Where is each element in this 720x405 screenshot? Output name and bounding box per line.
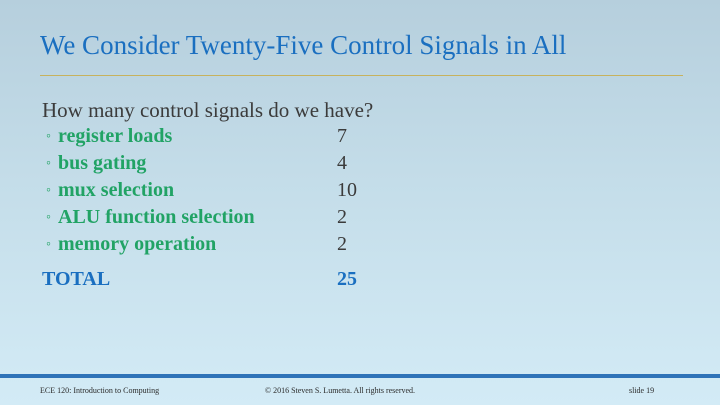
item-label: mux selection — [58, 179, 175, 201]
item-value: 4 — [337, 152, 347, 174]
list-item-register-loads: ◦ register loads 7 — [0, 125, 400, 151]
total-value: 25 — [337, 268, 357, 290]
bullet-icon: ◦ — [46, 210, 51, 225]
item-label: ALU function selection — [58, 206, 255, 228]
footer-copyright: © 2016 Steven S. Lumetta. All rights res… — [265, 386, 416, 395]
question-text: How many control signals do we have? — [42, 98, 374, 122]
bullet-icon: ◦ — [46, 129, 51, 144]
item-label: register loads — [58, 125, 173, 147]
footer-bar — [0, 374, 720, 378]
item-value: 2 — [337, 233, 347, 255]
bullet-icon: ◦ — [46, 183, 51, 198]
list-item-mux-selection: ◦ mux selection 10 — [0, 179, 400, 205]
slide-title: We Consider Twenty-Five Control Signals … — [40, 30, 567, 60]
item-label: bus gating — [58, 152, 147, 174]
footer-course: ECE 120: Introduction to Computing — [40, 386, 160, 395]
list-item-bus-gating: ◦ bus gating 4 — [0, 152, 400, 178]
list-item-memory-operation: ◦ memory operation 2 — [0, 233, 400, 259]
bullet-icon: ◦ — [46, 156, 51, 171]
total-label: TOTAL — [42, 268, 111, 290]
list-item-alu-function-selection: ◦ ALU function selection 2 — [0, 206, 400, 232]
footer-slide-number: slide 19 — [629, 386, 655, 395]
item-label: memory operation — [58, 233, 217, 255]
item-value: 7 — [337, 125, 347, 147]
item-value: 10 — [337, 179, 357, 201]
bullet-icon: ◦ — [46, 237, 51, 252]
item-value: 2 — [337, 206, 347, 228]
title-divider — [40, 75, 683, 76]
